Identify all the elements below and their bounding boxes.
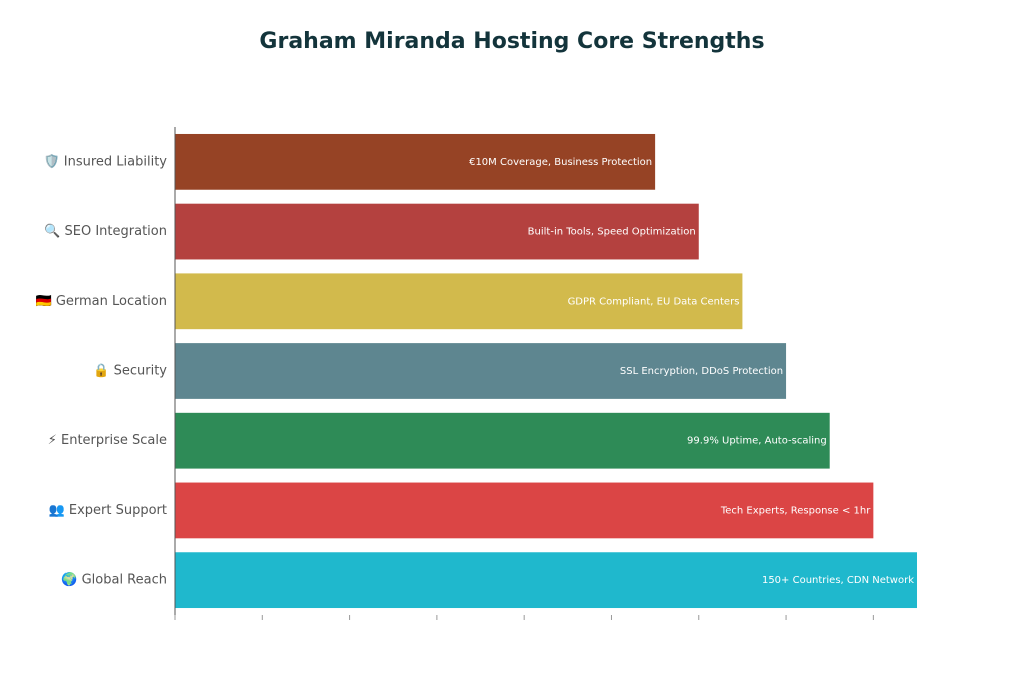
bar-annotation: SSL Encryption, DDoS Protection — [620, 366, 783, 377]
bar — [175, 412, 830, 469]
bar-annotation: €10M Coverage, Business Protection — [469, 157, 652, 168]
bar — [175, 203, 699, 260]
y-tick-label: 🔒 Security — [93, 364, 167, 379]
bar — [175, 133, 656, 190]
y-tick-label: 🇩🇪 German Location — [36, 294, 168, 309]
y-tick-label: 🌍 Global Reach — [61, 572, 167, 588]
bar — [175, 273, 743, 330]
y-tick-label: 🛡️ Insured Liability — [43, 153, 167, 169]
bar-annotation: Built-in Tools, Speed Optimization — [528, 227, 696, 238]
bar — [175, 552, 917, 609]
bar-annotation: 99.9% Uptime, Auto-scaling — [687, 436, 827, 447]
bar — [175, 482, 874, 539]
bar-annotation: 150+ Countries, CDN Network — [762, 575, 914, 586]
bar-annotation: GDPR Compliant, EU Data Centers — [568, 296, 740, 307]
y-tick-label: 🔍 SEO Integration — [44, 222, 167, 239]
bar-annotation: Tech Experts, Response < 1hr — [720, 505, 871, 516]
chart-title: Graham Miranda Hosting Core Strengths — [259, 29, 764, 54]
bar — [175, 343, 787, 399]
y-tick-label: ⚡ Enterprise Scale — [48, 433, 167, 448]
y-tick-label: 👥 Expert Support — [49, 503, 167, 518]
